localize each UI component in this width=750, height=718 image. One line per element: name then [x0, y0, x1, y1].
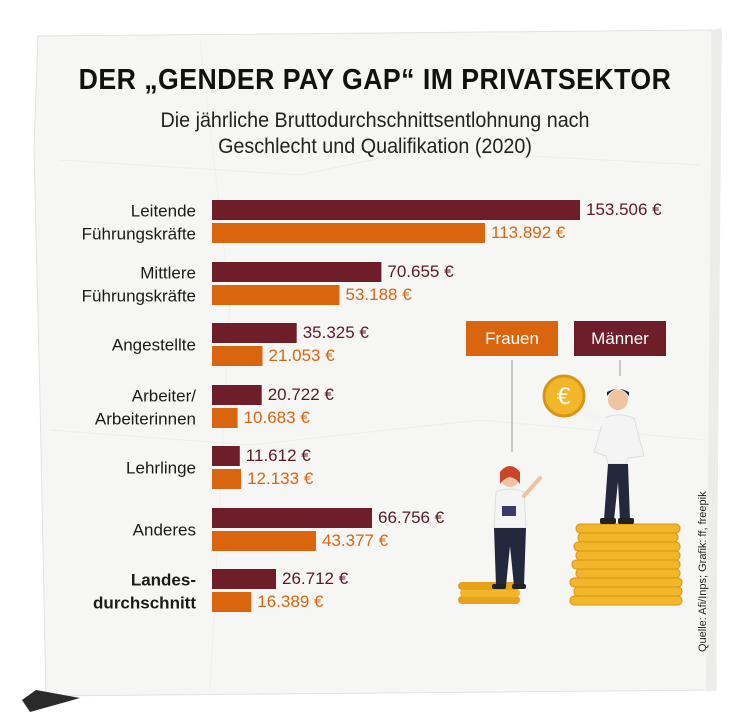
category-label: Führungskräfte — [82, 225, 196, 244]
bar-men — [212, 385, 262, 405]
data-label-men: 11.612 € — [246, 446, 311, 465]
woman-figure — [492, 466, 542, 589]
data-label-men: 70.655 € — [387, 262, 454, 281]
subtitle-line-2: Geschlecht und Qualifikation (2020) — [218, 135, 532, 158]
chart-title: DER „GENDER PAY GAP“ IM PRIVATSEKTOR — [78, 64, 672, 96]
category-label: Angestellte — [112, 336, 196, 355]
data-label-men: 35.325 € — [303, 323, 370, 342]
bar-men — [212, 323, 297, 343]
data-label-men: 26.712 € — [282, 569, 349, 588]
data-label-women: 113.892 € — [491, 223, 566, 242]
category-label: Anderes — [133, 521, 196, 540]
category-label: Mittlere — [140, 264, 196, 283]
illustration-coins-people: € — [458, 360, 683, 606]
bar-women — [212, 285, 340, 305]
svg-text:€: € — [557, 385, 571, 410]
bar-men — [212, 200, 580, 220]
category-label: Führungskräfte — [82, 287, 196, 306]
bar-women — [212, 592, 252, 612]
bar-women — [212, 469, 242, 489]
legend-men: Männer — [574, 321, 666, 356]
subtitle-line-1: Die jährliche Bruttodurchschnittsentlohn… — [160, 109, 590, 132]
euro-coin-icon: € — [542, 374, 586, 418]
data-label-men: 20.722 € — [268, 385, 335, 404]
category-label: Lehrlinge — [126, 459, 196, 478]
bar-women — [212, 408, 238, 428]
women-coin-stack — [458, 582, 520, 604]
bar-women — [212, 531, 316, 551]
category-label: Leitende — [131, 202, 196, 221]
data-label-men: 66.756 € — [378, 508, 445, 527]
source-credit: Quelle: Afi/Inps; Grafik: ff, freepik — [697, 491, 709, 652]
men-coin-stack — [569, 523, 683, 606]
bar-women — [212, 223, 485, 243]
bar-men — [212, 446, 240, 466]
data-label-women: 10.683 € — [244, 408, 311, 427]
man-figure — [576, 389, 645, 524]
bar-men — [212, 262, 382, 282]
data-label-women: 53.188 € — [346, 285, 413, 304]
bar-men — [212, 569, 276, 589]
category-label: Arbeiter/ — [132, 387, 197, 406]
data-label-women: 21.053 € — [269, 346, 336, 365]
bar-men — [212, 508, 372, 528]
category-label: durchschnitt — [93, 594, 196, 613]
data-label-women: 12.133 € — [247, 469, 314, 488]
legend-women: Frauen — [466, 321, 558, 356]
data-label-women: 43.377 € — [322, 531, 389, 550]
data-label-women: 16.389 € — [257, 592, 324, 611]
bar-women — [212, 346, 263, 366]
data-label-men: 153.506 € — [586, 200, 662, 219]
category-label: Arbeiterinnen — [95, 410, 196, 429]
category-label: Landes- — [131, 571, 196, 590]
chart-subtitle: Die jährliche Bruttodurchschnittsentlohn… — [23, 108, 728, 160]
